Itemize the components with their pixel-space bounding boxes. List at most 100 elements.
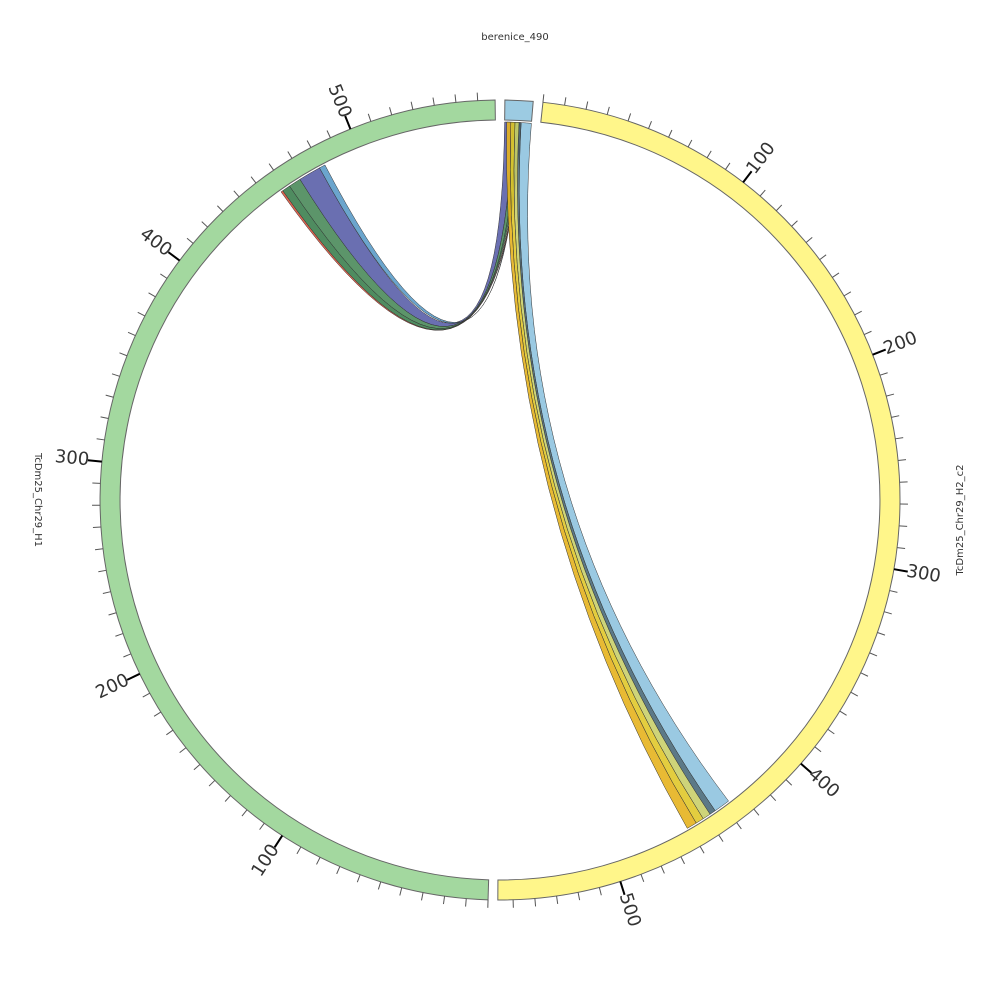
minor-tick (598, 887, 602, 896)
tick-label: 100 (742, 138, 780, 178)
minor-tick (877, 631, 886, 636)
tick-label: 200 (881, 327, 921, 359)
minor-tick (410, 101, 414, 110)
minor-tick (668, 129, 673, 138)
minor-tick (785, 779, 793, 786)
minor-tick (759, 189, 766, 197)
tick-label: 300 (54, 446, 90, 470)
minor-tick (736, 822, 742, 830)
minor-tick (753, 808, 760, 816)
minor-tick (153, 711, 162, 717)
major-tick (344, 115, 352, 130)
minor-tick (814, 746, 822, 753)
minor-tick (127, 331, 136, 337)
minor-tick (96, 438, 105, 441)
minor-tick (534, 898, 537, 907)
minor-tick (166, 729, 174, 736)
minor-tick (148, 292, 156, 298)
minor-tick (356, 874, 361, 883)
minor-tick (160, 273, 168, 279)
minor-tick (224, 795, 231, 802)
ribbon (513, 122, 711, 820)
segment (497, 101, 901, 901)
minor-tick (860, 672, 869, 677)
minor-tick (577, 892, 581, 901)
minor-tick (137, 311, 146, 317)
major-tick (742, 170, 753, 183)
major-tick (167, 251, 181, 262)
minor-tick (895, 437, 904, 440)
minor-tick (442, 896, 446, 905)
minor-tick (585, 101, 589, 110)
minor-tick (259, 822, 265, 830)
segment-label: TcDm25_Chr29_H2_c2 (955, 465, 966, 577)
ribbon (510, 121, 704, 824)
minor-tick (832, 272, 840, 278)
minor-tick (326, 130, 331, 138)
minor-tick (102, 591, 111, 595)
minor-tick (421, 892, 424, 901)
minor-tick (208, 780, 216, 787)
minor-tick (897, 547, 906, 550)
minor-tick (377, 881, 382, 890)
minor-tick (791, 220, 798, 227)
minor-tick (863, 330, 872, 336)
minor-tick (699, 846, 705, 854)
minor-tick (556, 895, 559, 904)
tick-label: 400 (804, 764, 844, 802)
tick-label: 200 (92, 669, 132, 703)
minor-tick (839, 710, 847, 716)
minor-tick (111, 373, 120, 377)
minor-tick (869, 652, 878, 657)
minor-tick (891, 415, 900, 418)
minor-tick (399, 887, 403, 896)
major-tick (273, 835, 284, 848)
links (280, 121, 729, 829)
minor-tick (769, 794, 777, 802)
minor-tick (805, 237, 813, 243)
minor-tick (105, 394, 114, 398)
minor-tick (250, 176, 257, 184)
minor-tick (115, 633, 124, 637)
major-tick (893, 568, 908, 573)
minor-tick (843, 291, 852, 297)
minor-tick (142, 692, 150, 698)
ribbon (506, 121, 697, 829)
minor-tick (680, 856, 685, 865)
minor-tick (889, 590, 898, 593)
minor-tick (775, 204, 783, 212)
minor-tick (94, 548, 104, 551)
minor-tick (886, 393, 895, 397)
tick-label: 500 (615, 890, 645, 929)
major-tick (87, 459, 102, 463)
minor-tick (879, 372, 888, 376)
minor-tick (827, 728, 835, 735)
minor-tick (179, 747, 187, 754)
major-tick (800, 762, 813, 774)
minor-tick (123, 653, 131, 658)
major-tick (872, 348, 887, 356)
minor-tick (897, 459, 907, 461)
minor-tick (627, 113, 632, 122)
minor-tick (465, 898, 467, 907)
minor-tick (718, 834, 724, 842)
minor-tick (201, 221, 208, 228)
minor-tick (98, 569, 107, 573)
minor-tick (241, 809, 248, 817)
minor-tick (287, 151, 293, 159)
segment-label: TcDm25_Chr29_H1 (32, 452, 43, 547)
segment-label: berenice_490 (481, 32, 548, 43)
segment (504, 99, 534, 122)
minor-tick (306, 140, 312, 148)
tick-label: 500 (323, 81, 355, 121)
minor-tick (316, 857, 321, 865)
minor-tick (606, 106, 610, 115)
tick-label: 400 (136, 223, 176, 260)
minor-tick (108, 612, 117, 616)
minor-tick (564, 97, 567, 106)
minor-tick (542, 94, 545, 103)
minor-tick (660, 865, 665, 874)
minor-tick (687, 139, 693, 148)
tick-label: 300 (905, 561, 942, 588)
